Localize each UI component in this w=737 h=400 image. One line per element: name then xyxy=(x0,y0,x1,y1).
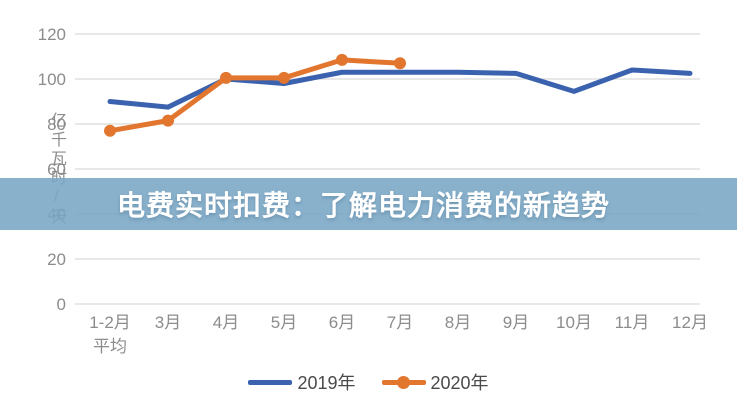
series-line-2019年 xyxy=(107,67,693,110)
x-tick-label: 11月 xyxy=(615,313,650,332)
y-tick-label: 120 xyxy=(38,25,66,44)
legend-marker-dot-icon xyxy=(396,375,410,389)
legend-label: 2020年 xyxy=(430,373,489,393)
x-tick-label: 8月 xyxy=(445,313,471,332)
series-marker-2020年 xyxy=(220,71,232,84)
y-tick-label: 60 xyxy=(47,160,66,179)
chart-legend: 2019年 2020年 xyxy=(0,369,737,395)
series-marker-2020年 xyxy=(336,53,348,66)
series-marker-2020年 xyxy=(394,57,406,70)
x-tick-label: 1-2月 xyxy=(89,313,131,332)
series-marker-2020年 xyxy=(162,114,174,127)
y-tick-label: 80 xyxy=(47,115,66,134)
series-line-2020年 xyxy=(107,57,403,134)
legend-item-2020年: 2020年 xyxy=(381,369,489,395)
y-tick-label: 20 xyxy=(47,250,66,269)
legend-line-swatch xyxy=(381,375,426,389)
x-tick-label: 9月 xyxy=(503,313,529,332)
legend-item-2019年: 2019年 xyxy=(248,369,356,395)
x-tick-label: 5月 xyxy=(271,313,297,332)
x-tick-label: 10月 xyxy=(556,313,592,332)
series-marker-2020年 xyxy=(278,71,290,84)
x-tick-label: 6月 xyxy=(329,313,355,332)
x-tick-label: 平均 xyxy=(93,337,127,356)
series-marker-2020年 xyxy=(104,124,116,137)
y-tick-label: 100 xyxy=(38,70,66,89)
title-banner: 电费实时扣费：了解电力消费的新趋势 xyxy=(0,178,737,230)
legend-line-swatch xyxy=(248,379,293,385)
x-tick-label: 4月 xyxy=(213,313,239,332)
x-tick-label: 3月 xyxy=(155,313,181,332)
page-title: 电费实时扣费：了解电力消费的新趋势 xyxy=(117,190,611,221)
x-tick-label: 12月 xyxy=(672,313,708,332)
y-tick-label: 0 xyxy=(57,295,66,314)
legend-label: 2019年 xyxy=(297,373,356,393)
x-tick-label: 7月 xyxy=(387,313,413,332)
